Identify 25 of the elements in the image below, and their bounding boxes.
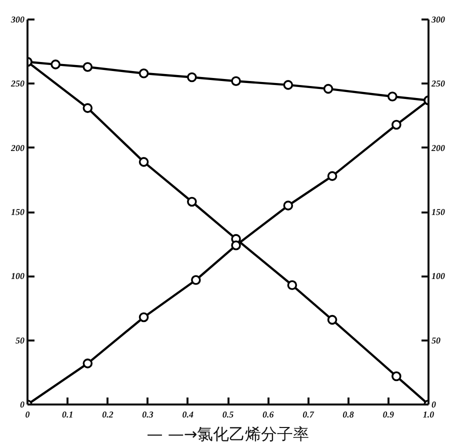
y-tick-label: 250 xyxy=(10,78,25,89)
x-tick-label: 0.6 xyxy=(262,410,274,420)
x-tick-label: 0.8 xyxy=(342,410,354,420)
x-tick-label: 0.9 xyxy=(382,410,395,420)
y-tick-label: 150 xyxy=(11,207,25,217)
x-tick-label: 0.1 xyxy=(62,410,74,420)
y-tick-label: 100 xyxy=(11,271,25,282)
y2-tick-label: 100 xyxy=(432,271,446,282)
y-tick-label: 0 xyxy=(20,400,25,410)
y-tick-label: 300 xyxy=(10,14,25,24)
x-axis-title: — —→氯化乙烯分子率 xyxy=(146,424,310,444)
y-tick-label: 200 xyxy=(10,142,25,153)
x-tick-label: 0.7 xyxy=(302,410,314,420)
x-tick-label: 1.0 xyxy=(422,410,435,420)
y2-tick-label: 150 xyxy=(432,207,446,217)
y-tick-label: 50 xyxy=(16,335,25,346)
y2-tick-label: 250 xyxy=(430,78,446,89)
x-tick-label: 0.2 xyxy=(102,410,114,420)
y2-tick-label: 50 xyxy=(432,335,441,346)
x-tick-label: 0.5 xyxy=(222,410,234,420)
y2-tick-label: 0 xyxy=(432,400,436,410)
y2-tick-label: 300 xyxy=(430,14,446,24)
x-tick-label: 0.3 xyxy=(142,410,154,420)
y2-tick-label: 200 xyxy=(430,142,446,153)
x-tick-label: 0.4 xyxy=(182,410,194,420)
